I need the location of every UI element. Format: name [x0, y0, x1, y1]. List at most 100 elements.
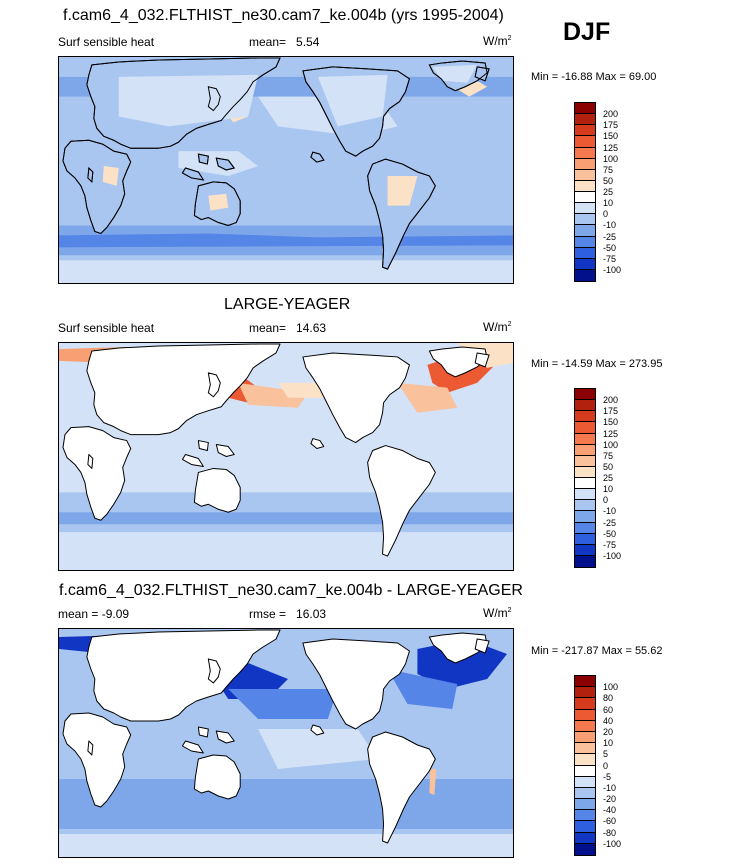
- colorbar-tick-label: 75: [603, 164, 614, 175]
- panel1-stat-label: mean=: [249, 35, 287, 49]
- colorbar-swatch: [575, 103, 595, 115]
- map-field-region: [59, 779, 513, 829]
- colorbar-tick-label: -75: [603, 253, 617, 264]
- coastline-outline: [197, 153, 209, 165]
- colorbar-tick-label: 10: [603, 484, 614, 495]
- colorbar-tick-label: -40: [603, 805, 617, 816]
- land-field-region: [102, 166, 119, 186]
- coastline: [207, 658, 221, 684]
- map-field-region: [429, 769, 437, 795]
- colorbar-tick-label: 150: [603, 417, 619, 428]
- colorbar-swatch: [575, 810, 595, 822]
- coastline: [207, 372, 221, 398]
- panel1-unit-sup: 2: [507, 35, 512, 42]
- colorbar-tick-label: 25: [603, 473, 614, 483]
- colorbar-tick-label: -50: [603, 242, 617, 253]
- land-field-region: [208, 193, 229, 211]
- colorbar-swatch: [575, 269, 595, 281]
- panel2-colorbar: [574, 388, 596, 568]
- colorbar-swatch: [575, 444, 595, 456]
- coastline-outline: [367, 158, 436, 270]
- colorbar-tick-label: 25: [603, 187, 614, 197]
- colorbar-swatch: [575, 687, 595, 699]
- colorbar-tick-label: 100: [603, 153, 619, 164]
- coastline: [310, 724, 325, 736]
- colorbar-tick-label: 125: [603, 142, 619, 153]
- colorbar-tick-label: -50: [603, 528, 617, 539]
- panel2-map: [58, 342, 514, 571]
- map-canvas: [59, 629, 513, 857]
- colorbar-tick-label: 20: [603, 726, 614, 737]
- colorbar-swatch: [575, 522, 595, 534]
- colorbar-swatch: [575, 158, 595, 170]
- panel3-map: [58, 628, 514, 858]
- colorbar-swatch: [575, 136, 595, 148]
- land-field-region: [387, 175, 418, 206]
- colorbar-swatch: [575, 500, 595, 512]
- colorbar-swatch: [575, 676, 595, 688]
- panel3-stat-value: 16.03: [296, 607, 327, 621]
- colorbar-swatch: [575, 720, 595, 732]
- colorbar-tick-label: 175: [603, 406, 619, 417]
- panel3-title: f.cam6_4_032.FLTHIST_ne30.cam7_ke.004b -…: [59, 582, 523, 599]
- coastline: [302, 638, 410, 730]
- colorbar-swatch: [575, 422, 595, 434]
- colorbar-swatch: [575, 765, 595, 777]
- colorbar-swatch: [575, 214, 595, 226]
- coastline-outline: [207, 86, 221, 112]
- panel1-map: [58, 56, 514, 284]
- colorbar-swatch: [575, 411, 595, 423]
- colorbar-swatch: [575, 787, 595, 800]
- panel1-variable-label: Surf sensible heat: [58, 35, 155, 49]
- coastline: [474, 638, 490, 654]
- colorbar-tick-label: 125: [603, 428, 619, 439]
- colorbar-swatch: [575, 478, 595, 490]
- colorbar-swatch: [575, 389, 595, 401]
- colorbar-swatch: [575, 555, 595, 567]
- coastline-outline: [62, 139, 132, 235]
- colorbar-tick-label: 50: [603, 461, 614, 472]
- coastline: [86, 629, 281, 722]
- panel3-unit-sup: 2: [507, 607, 512, 614]
- colorbar-tick-label: -60: [603, 816, 617, 827]
- colorbar-tick-label: 10: [603, 198, 614, 209]
- colorbar-tick-label: 100: [603, 682, 619, 693]
- colorbar-tick-label: -5: [603, 771, 612, 782]
- coastline: [367, 731, 436, 844]
- colorbar-swatch: [575, 544, 595, 556]
- coastline-outline: [87, 166, 94, 183]
- panel1-stat-value: 5.54: [296, 35, 320, 49]
- colorbar-swatch: [575, 799, 595, 811]
- map-field-region: [238, 382, 308, 408]
- colorbar-tick-label: -20: [603, 794, 617, 805]
- coastline-outline: [215, 157, 236, 171]
- colorbar-tick-label: 40: [603, 715, 614, 726]
- coastline-outline: [428, 60, 488, 92]
- colorbar-tick-label: 5: [603, 749, 609, 760]
- colorbar-tick-label: 0: [603, 760, 609, 771]
- panel3-unit-text: W/m: [483, 606, 508, 620]
- colorbar-tick-label: -25: [603, 517, 617, 528]
- colorbar-swatch: [575, 754, 595, 766]
- coastline: [215, 730, 235, 744]
- coastline: [428, 632, 488, 664]
- colorbar-swatch: [575, 192, 595, 204]
- coastline: [181, 454, 204, 467]
- panel1-colorbar: [574, 102, 596, 282]
- colorbar-swatch: [575, 125, 595, 137]
- colorbar-tick-label: 200: [603, 395, 619, 406]
- colorbar-tick-label: 175: [603, 120, 619, 131]
- coastline: [62, 426, 132, 521]
- colorbar-tick-label: 50: [603, 175, 614, 186]
- panel3-rmse: rmse = 16.03: [249, 607, 326, 621]
- panel2-stat-value: 14.63: [296, 321, 327, 335]
- colorbar-swatch: [575, 236, 595, 248]
- coastline-outline: [474, 66, 490, 82]
- map-field-region: [387, 669, 458, 709]
- colorbar-swatch: [575, 466, 595, 478]
- coastline: [197, 726, 209, 738]
- panel2-variable-label: Surf sensible heat: [58, 321, 155, 335]
- colorbar-tick-label: 80: [603, 693, 614, 704]
- map-field-region: [59, 834, 513, 857]
- colorbar-tick-label: 75: [603, 450, 614, 461]
